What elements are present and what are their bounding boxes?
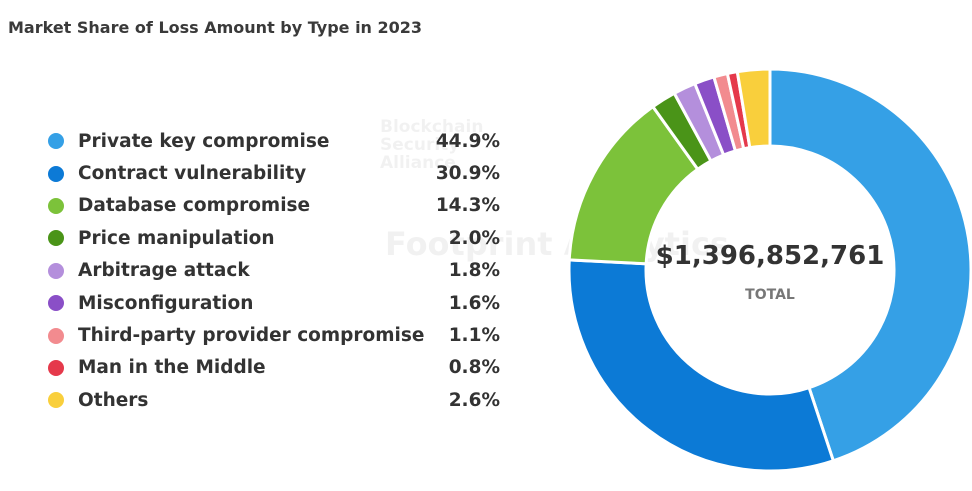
legend-percent: 44.9% bbox=[435, 130, 500, 152]
legend-percent: 30.9% bbox=[435, 163, 500, 185]
legend-label: Arbitrage attack bbox=[78, 260, 250, 282]
legend-swatch bbox=[48, 327, 64, 344]
legend-percent: 14.3% bbox=[435, 195, 500, 217]
legend-item[interactable]: Private key compromise 44.9% bbox=[48, 125, 500, 157]
legend-label: Contract vulnerability bbox=[78, 163, 307, 185]
legend-swatch bbox=[48, 165, 64, 182]
center-total-value: $1,396,852,761 bbox=[656, 241, 885, 271]
legend: Private key compromise 44.9% Contract vuln… bbox=[48, 125, 500, 417]
legend-item[interactable]: Arbitrage attack 1.8% bbox=[48, 255, 500, 287]
legend-item[interactable]: Man in the Middle 0.8% bbox=[48, 352, 500, 384]
legend-item[interactable]: Contract vulnerability 30.9% bbox=[48, 157, 500, 189]
legend-item[interactable]: Misconfiguration 1.6% bbox=[48, 287, 500, 319]
legend-percent: 1.1% bbox=[448, 325, 500, 347]
center-total-label: TOTAL bbox=[745, 287, 795, 303]
legend-label: Price manipulation bbox=[78, 227, 275, 249]
legend-item[interactable]: Third-party provider compromise 1.1% bbox=[48, 319, 500, 351]
legend-percent: 2.6% bbox=[448, 389, 500, 411]
legend-item[interactable]: Price manipulation 2.0% bbox=[48, 222, 500, 254]
legend-swatch bbox=[48, 133, 64, 150]
legend-swatch bbox=[48, 392, 64, 409]
legend-item[interactable]: Database compromise 14.3% bbox=[48, 190, 500, 222]
legend-swatch bbox=[48, 197, 64, 214]
legend-swatch bbox=[48, 230, 64, 247]
donut-slice-private-key-compromise[interactable] bbox=[768, 67, 972, 463]
legend-percent: 1.8% bbox=[448, 260, 500, 282]
donut-slice-contract-vulnerability[interactable] bbox=[567, 258, 836, 473]
legend-label: Misconfiguration bbox=[78, 292, 254, 314]
legend-swatch bbox=[48, 295, 64, 312]
legend-percent: 1.6% bbox=[448, 292, 500, 314]
legend-label: Man in the Middle bbox=[78, 357, 266, 379]
legend-label: Others bbox=[78, 389, 149, 411]
legend-swatch bbox=[48, 359, 64, 376]
legend-percent: 2.0% bbox=[448, 227, 500, 249]
legend-label: Private key compromise bbox=[78, 130, 330, 152]
legend-item[interactable]: Others 2.6% bbox=[48, 384, 500, 416]
chart-title: Market Share of Loss Amount by Type in 2… bbox=[8, 18, 423, 37]
legend-percent: 0.8% bbox=[448, 357, 500, 379]
donut-slice-others[interactable] bbox=[735, 67, 772, 150]
legend-swatch bbox=[48, 262, 64, 279]
legend-label: Database compromise bbox=[78, 195, 311, 217]
legend-label: Third-party provider compromise bbox=[78, 325, 425, 347]
